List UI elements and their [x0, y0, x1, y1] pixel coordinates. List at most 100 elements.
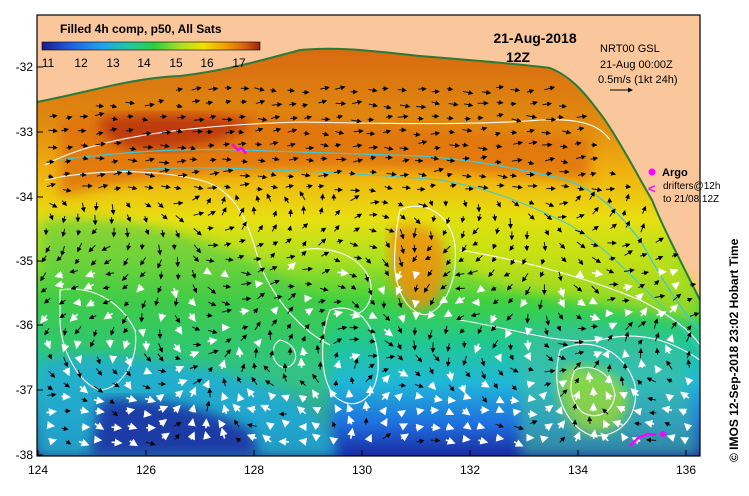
current-vector	[158, 271, 164, 280]
current-vector	[158, 98, 165, 104]
current-vector	[234, 194, 240, 201]
current-vector	[126, 214, 131, 223]
current-vector	[414, 391, 424, 400]
drifter-track-west	[231, 143, 248, 155]
credit-text: © IMOS 12-Sep-2018 23:02 Hobart Time	[727, 238, 741, 462]
current-vector	[112, 382, 120, 388]
current-vector	[591, 269, 604, 278]
current-vector	[416, 438, 425, 444]
current-vector	[591, 187, 603, 193]
current-vector	[256, 242, 265, 248]
current-vector	[543, 342, 550, 348]
current-vector	[397, 409, 407, 418]
current-vector	[560, 256, 567, 263]
current-vector	[513, 439, 524, 447]
current-vector	[280, 394, 290, 402]
current-vector	[102, 285, 111, 290]
current-vector	[574, 377, 580, 384]
current-vector	[265, 422, 275, 431]
current-vector	[433, 394, 443, 403]
current-vector	[352, 143, 363, 149]
current-vector	[426, 245, 433, 252]
current-vector	[544, 157, 556, 162]
current-vector	[591, 256, 602, 264]
current-vector	[654, 347, 660, 355]
current-vector	[257, 224, 264, 233]
current-vector	[139, 271, 146, 278]
current-vector	[589, 386, 598, 397]
current-vector	[427, 269, 433, 277]
current-vector	[301, 240, 307, 247]
coastline	[37, 47, 700, 301]
current-vector	[655, 255, 664, 261]
current-vector	[558, 341, 569, 347]
current-vector	[683, 422, 693, 432]
current-vector	[80, 142, 89, 148]
current-vector	[510, 101, 517, 107]
current-vector	[321, 269, 331, 274]
current-vector	[127, 185, 138, 191]
current-vector	[345, 389, 354, 398]
current-vector	[454, 271, 465, 277]
current-vector	[287, 225, 293, 232]
current-vectors	[40, 84, 700, 447]
current-vector	[47, 173, 54, 179]
current-vector	[94, 422, 105, 430]
current-vector	[618, 392, 628, 400]
lat-label: -33	[16, 125, 34, 139]
current-vector	[301, 250, 307, 257]
current-vector	[48, 437, 57, 446]
current-vector	[538, 391, 548, 401]
current-vector	[513, 425, 524, 431]
current-vector	[440, 284, 447, 290]
current-vector	[395, 285, 403, 296]
current-vector	[427, 381, 437, 391]
current-vector	[412, 270, 421, 280]
current-vector	[72, 298, 82, 307]
current-vector	[334, 404, 343, 414]
current-vector	[122, 284, 128, 290]
current-vector	[157, 353, 164, 362]
current-vector	[224, 348, 231, 358]
current-vector	[458, 384, 466, 394]
current-vector	[161, 184, 171, 190]
current-vector	[78, 438, 90, 447]
current-vector	[351, 301, 360, 309]
current-vector	[270, 171, 277, 177]
current-vector	[443, 325, 449, 335]
current-vector	[428, 231, 434, 241]
current-vector	[397, 201, 404, 207]
current-vector	[93, 396, 105, 405]
current-vector	[222, 156, 232, 162]
current-vector	[157, 286, 163, 294]
current-vector	[575, 154, 587, 160]
current-vector	[507, 218, 513, 230]
lon-label: 132	[460, 463, 480, 477]
current-vector	[443, 309, 453, 318]
current-vector	[572, 390, 581, 401]
current-vector	[69, 313, 79, 322]
current-vector	[125, 370, 131, 377]
current-vector	[111, 438, 123, 447]
current-vector	[415, 423, 425, 432]
current-vector	[624, 250, 633, 256]
current-vector	[542, 101, 552, 107]
current-vector	[368, 102, 378, 108]
colorbar-tick: 16	[200, 56, 214, 70]
current-vector	[399, 146, 409, 151]
current-vector	[402, 158, 410, 164]
current-vector	[491, 256, 497, 263]
current-vector	[641, 270, 649, 276]
current-vector	[446, 172, 453, 178]
lon-label: 124	[28, 463, 48, 477]
current-vector	[446, 343, 451, 352]
current-vector	[62, 187, 72, 193]
current-vector	[98, 183, 109, 189]
current-vector	[476, 284, 486, 293]
current-vector	[93, 329, 98, 338]
current-vector	[288, 333, 293, 341]
current-vector	[142, 116, 149, 122]
current-vector	[430, 297, 435, 306]
current-vector	[123, 327, 129, 334]
current-vector	[272, 241, 279, 247]
